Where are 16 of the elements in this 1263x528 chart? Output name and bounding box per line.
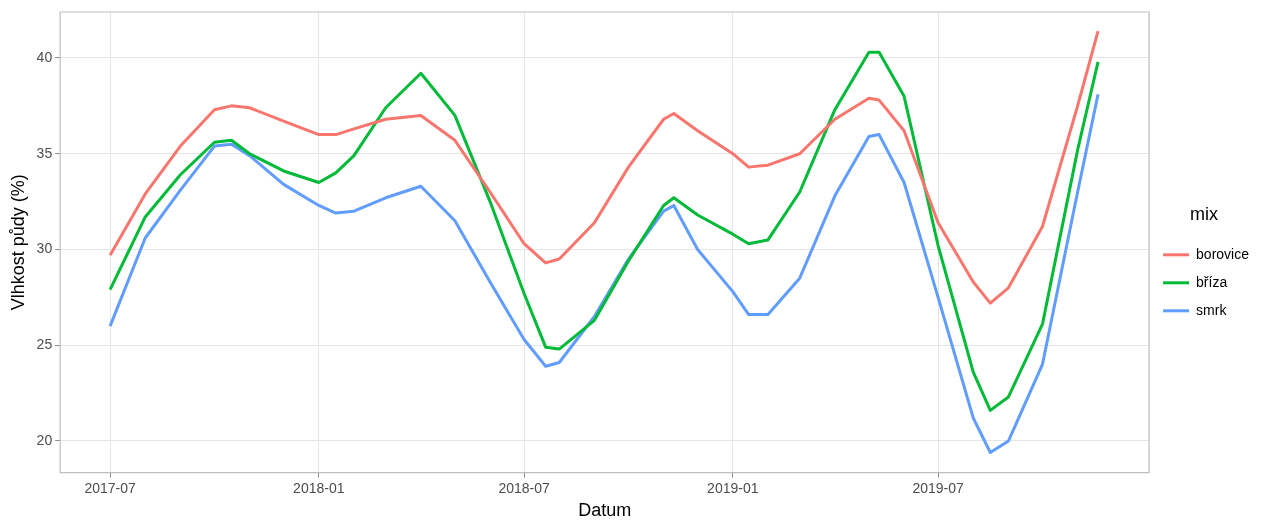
- x-tick-label: 2019-07: [912, 479, 964, 496]
- x-tick-label: 2019-01: [707, 479, 759, 496]
- legend-label: borovice: [1196, 245, 1250, 262]
- legend-title: mix: [1190, 204, 1219, 225]
- y-tick-label: 35: [36, 144, 53, 161]
- legend-label: bříza: [1196, 273, 1228, 290]
- y-tick-label: 30: [36, 240, 53, 257]
- y-tick-label: 25: [36, 336, 53, 353]
- y-axis-title: Vlhkost půdy (%): [7, 174, 28, 311]
- x-tick-label: 2018-01: [293, 479, 345, 496]
- y-tick-label: 40: [36, 48, 53, 65]
- legend-label: smrk: [1196, 301, 1228, 318]
- x-tick-label: 2018-07: [498, 479, 550, 496]
- y-tick-label: 20: [36, 431, 53, 448]
- x-tick-label: 2017-07: [84, 479, 136, 496]
- x-axis-title: Datum: [578, 500, 632, 521]
